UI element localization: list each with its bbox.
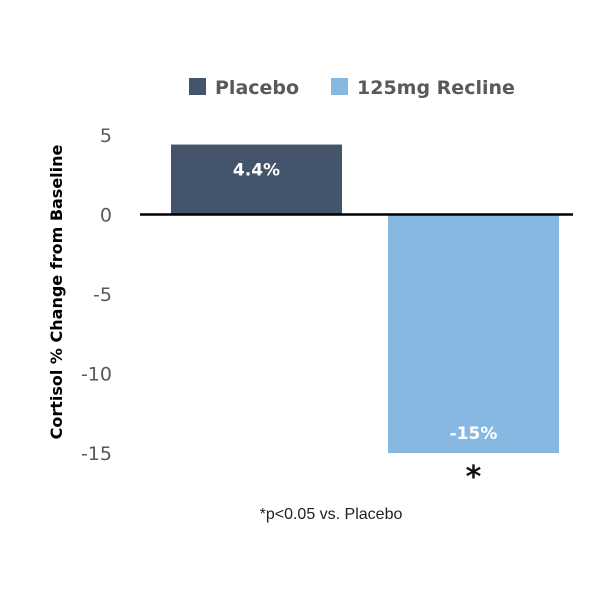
data-label-placebo: 4.4% [233, 161, 280, 181]
bar-placebo [171, 144, 342, 215]
legend-label-placebo: Placebo [215, 77, 299, 99]
legend-swatch-placebo [189, 78, 206, 95]
y-tick-label: -15 [81, 443, 112, 465]
y-tick-label: -5 [93, 284, 112, 306]
legend: Placebo 125mg Recline [189, 77, 515, 99]
data-label-recline: -15% [450, 424, 498, 444]
y-axis-ticks: 5 0 -5 -10 -15 [81, 125, 112, 465]
y-tick-label: -10 [81, 364, 112, 386]
y-tick-label: 0 [100, 205, 112, 227]
y-axis-label: Cortisol % Change from Baseline [47, 144, 66, 439]
footnote: *p<0.05 vs. Placebo [260, 506, 403, 523]
legend-label-recline: 125mg Recline [357, 77, 515, 99]
legend-swatch-recline [331, 78, 348, 95]
significance-asterisk: * [466, 460, 482, 495]
bar-recline [388, 214, 559, 453]
y-tick-label: 5 [100, 125, 112, 147]
